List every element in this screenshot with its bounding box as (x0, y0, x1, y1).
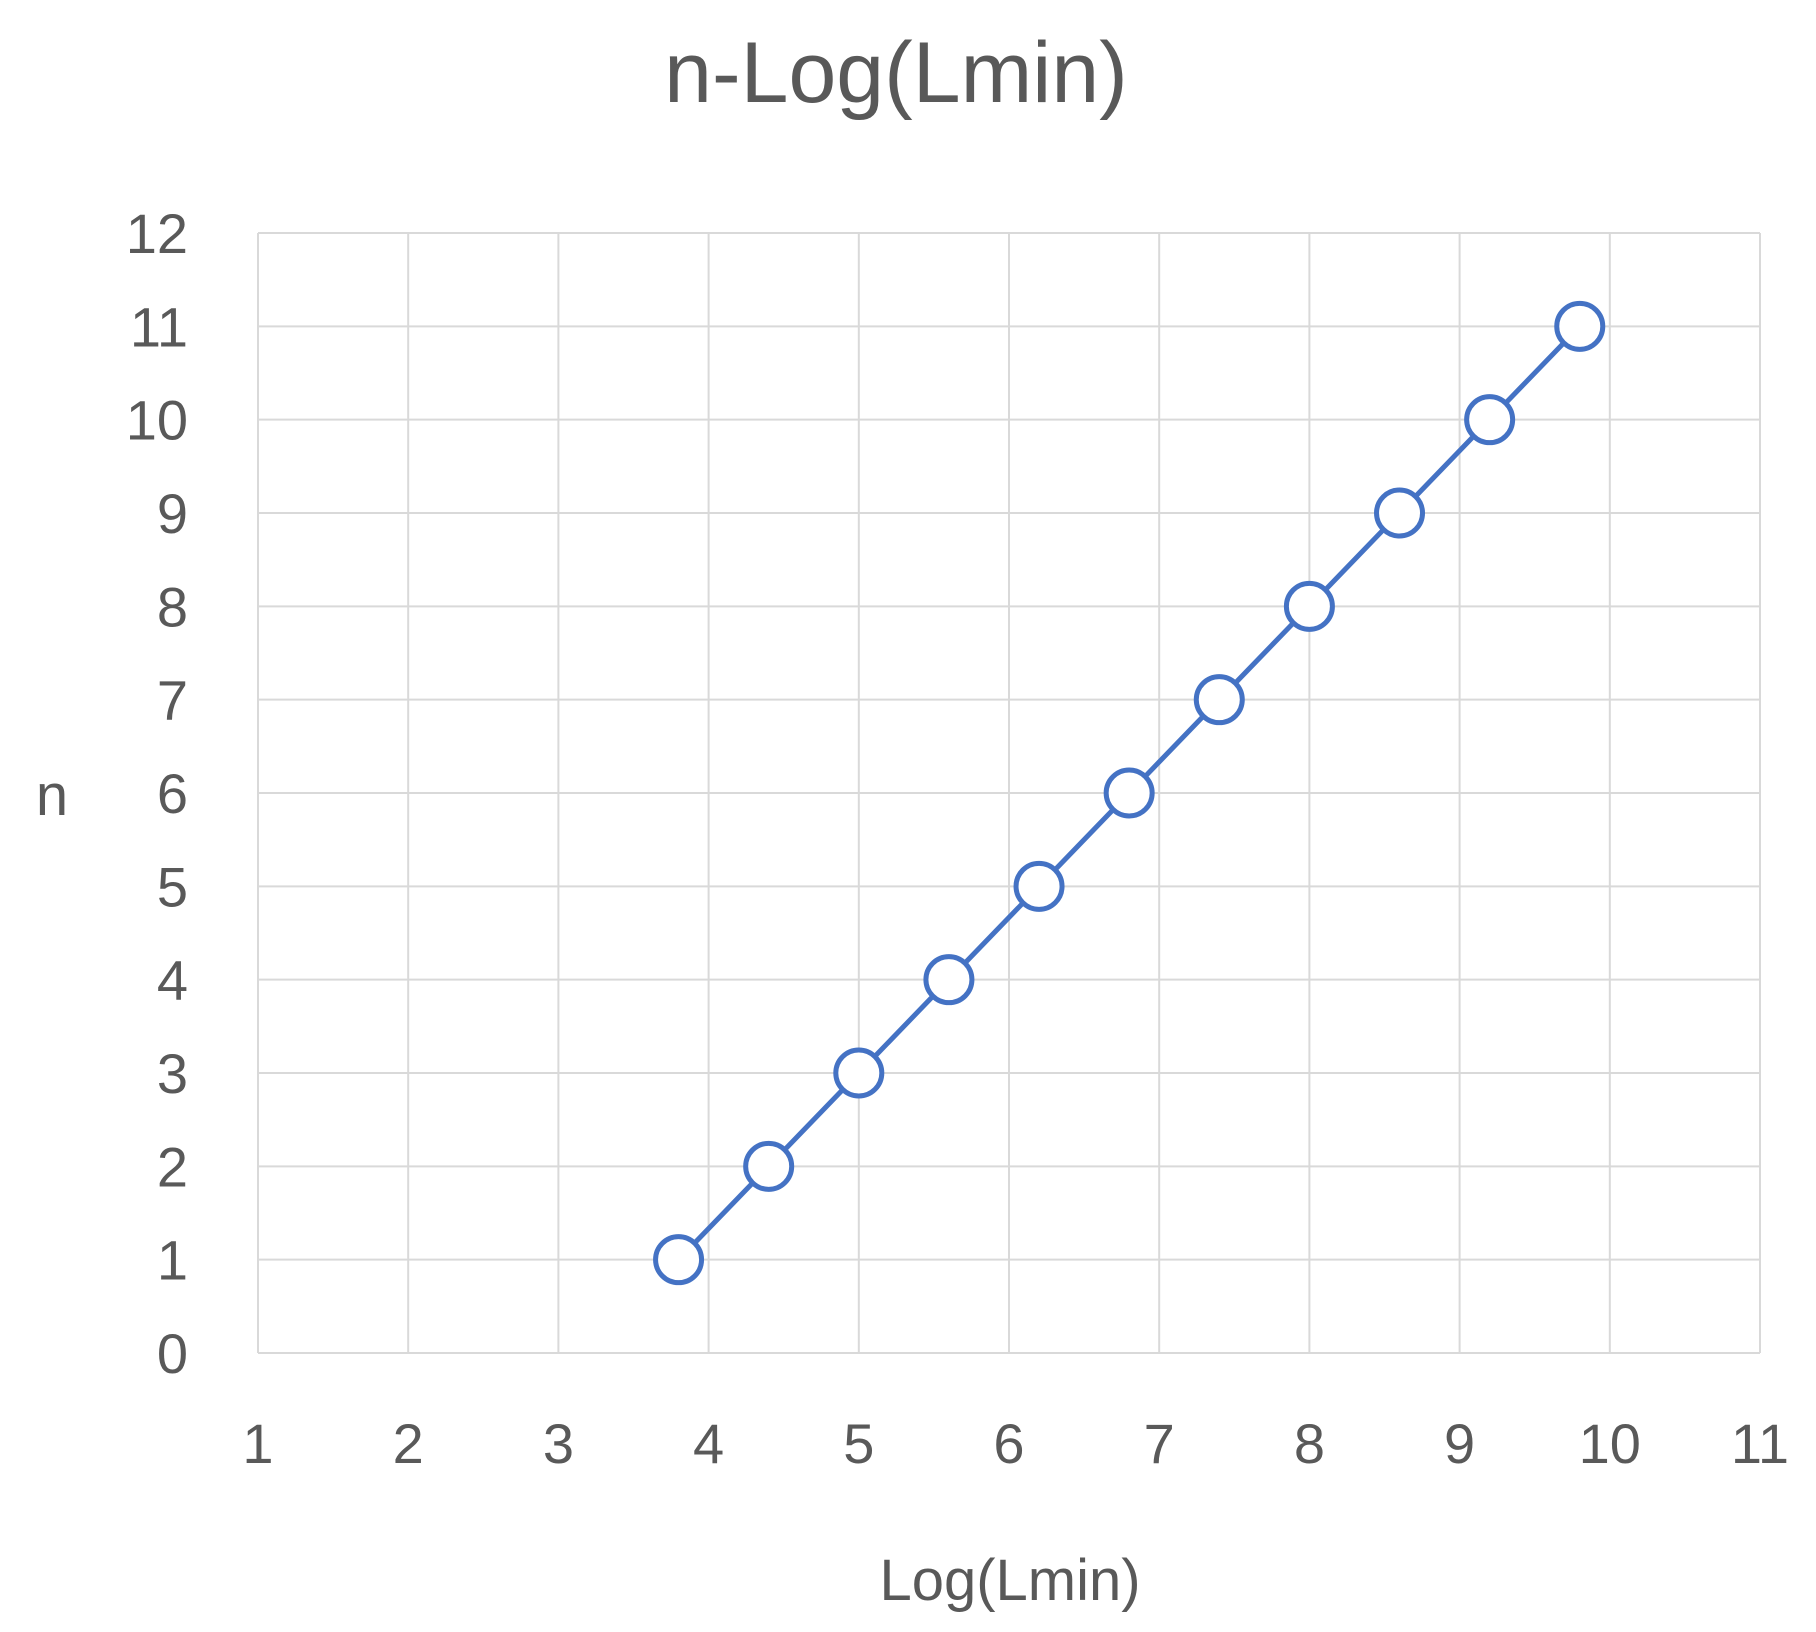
y-tick-label: 12 (126, 202, 188, 265)
y-axis-title: n (36, 763, 68, 828)
y-tick-label: 0 (157, 1322, 188, 1385)
y-tick-label: 3 (157, 1042, 188, 1105)
y-tick-label: 2 (157, 1135, 188, 1198)
x-tick-label: 11 (1731, 1412, 1789, 1475)
y-tick-label: 1 (157, 1229, 188, 1292)
x-tick-label: 4 (693, 1412, 724, 1475)
y-tick-label: 10 (126, 389, 188, 452)
y-tick-label: 5 (157, 855, 188, 918)
y-tick-label: 7 (157, 669, 188, 732)
data-point (653, 1234, 705, 1286)
data-point (1013, 860, 1065, 912)
x-tick-label: 9 (1444, 1412, 1475, 1475)
data-point (833, 1047, 885, 1099)
x-axis-title: Log(Lmin) (879, 1548, 1140, 1613)
x-tick-label: 3 (543, 1412, 574, 1475)
data-point (1374, 487, 1426, 539)
y-tick-label: 11 (130, 295, 188, 358)
series-group (653, 300, 1606, 1286)
y-tick-label: 9 (157, 482, 188, 545)
x-tick-label: 5 (843, 1412, 874, 1475)
x-tick-label: 1 (242, 1412, 273, 1475)
data-point (1103, 767, 1155, 819)
data-point (743, 1140, 795, 1192)
x-tick-label: 10 (1579, 1412, 1641, 1475)
x-tick-label: 6 (993, 1412, 1024, 1475)
data-point (923, 954, 975, 1006)
x-tick-label: 7 (1144, 1412, 1175, 1475)
data-point (1283, 580, 1335, 632)
x-tick-label: 2 (393, 1412, 424, 1475)
x-tick-label: 8 (1294, 1412, 1325, 1475)
y-tick-label: 6 (157, 762, 188, 825)
y-tick-label: 4 (157, 949, 188, 1012)
data-point (1193, 674, 1245, 726)
y-tick-label: 8 (157, 575, 188, 638)
data-point (1554, 300, 1606, 352)
chart-title: n-Log(Lmin) (664, 25, 1128, 121)
data-point (1464, 394, 1516, 446)
grid (257, 232, 1761, 1354)
